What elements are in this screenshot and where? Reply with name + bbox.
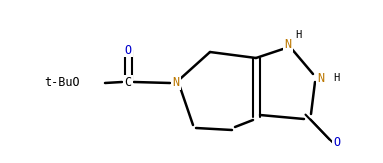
Text: O: O <box>124 44 132 57</box>
Text: O: O <box>334 136 340 149</box>
Text: N: N <box>285 38 291 52</box>
Text: N: N <box>172 76 180 89</box>
Text: t-BuO: t-BuO <box>44 76 80 89</box>
Text: N: N <box>318 72 324 84</box>
Text: C: C <box>124 75 132 89</box>
Text: H: H <box>333 73 339 83</box>
Text: H: H <box>295 30 301 40</box>
